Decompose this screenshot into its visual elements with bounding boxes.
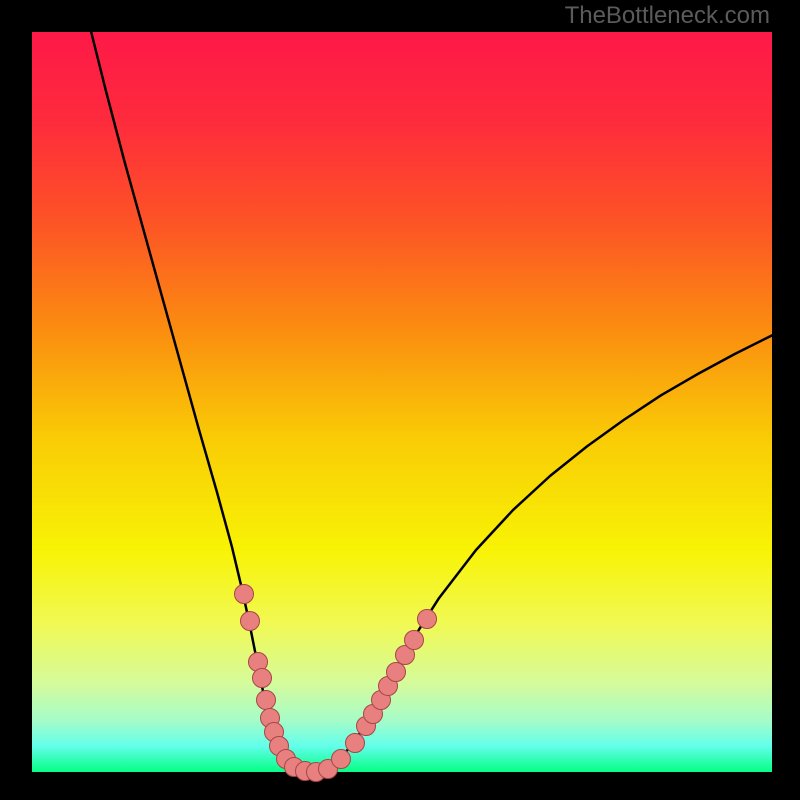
curve-marker bbox=[386, 662, 406, 682]
plot-area bbox=[32, 32, 772, 772]
canvas: TheBottleneck.com bbox=[0, 0, 800, 800]
curve-marker bbox=[240, 611, 260, 631]
curve-marker bbox=[331, 749, 351, 769]
curve-marker bbox=[404, 630, 424, 650]
watermark-label: TheBottleneck.com bbox=[565, 2, 770, 30]
curve-marker bbox=[345, 733, 365, 753]
curve-marker bbox=[417, 609, 437, 629]
curve-marker bbox=[234, 584, 254, 604]
bottleneck-curve bbox=[91, 32, 772, 771]
curve-marker bbox=[252, 668, 272, 688]
